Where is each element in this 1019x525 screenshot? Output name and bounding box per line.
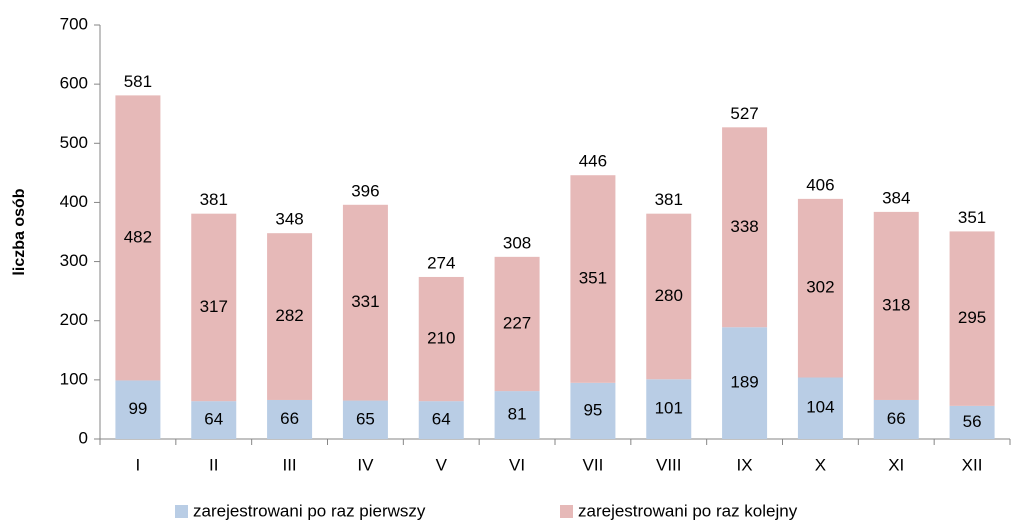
total-label: 381 <box>655 190 683 209</box>
bar-segment <box>494 256 540 392</box>
data-label: 295 <box>958 308 986 327</box>
bar-segment <box>191 213 237 402</box>
total-label: 308 <box>503 233 531 252</box>
data-label: 56 <box>963 412 982 431</box>
bar-segment <box>646 213 692 380</box>
total-label: 381 <box>200 190 228 209</box>
bar-segment <box>418 276 464 402</box>
x-tick-label: III <box>282 455 296 474</box>
bar-segment <box>191 401 237 439</box>
x-tick-label: I <box>136 455 141 474</box>
bar-segment <box>949 405 995 439</box>
bar-segment <box>115 95 161 381</box>
x-tick-label: X <box>815 455 826 474</box>
bar-segment <box>570 382 616 439</box>
total-label: 527 <box>730 104 758 123</box>
bar-segment <box>722 327 768 439</box>
data-label: 302 <box>806 278 834 297</box>
y-tick-label: 300 <box>60 251 88 270</box>
data-label: 81 <box>508 405 527 424</box>
data-label: 317 <box>200 297 228 316</box>
data-label: 99 <box>128 399 147 418</box>
total-label: 351 <box>958 208 986 227</box>
data-label: 64 <box>432 410 451 429</box>
data-label: 66 <box>887 409 906 428</box>
data-label: 189 <box>730 373 758 392</box>
bar-segment <box>873 399 919 439</box>
legend-label: zarejestrowani po raz kolejny <box>578 501 798 520</box>
bar-segment <box>797 377 843 439</box>
bar-segment <box>494 391 540 439</box>
x-tick-label: IV <box>357 455 374 474</box>
bar-segment <box>267 399 313 439</box>
data-label: 318 <box>882 295 910 314</box>
total-label: 348 <box>275 210 303 229</box>
data-label: 331 <box>351 292 379 311</box>
total-label: 384 <box>882 188 910 207</box>
x-tick-label: II <box>209 455 218 474</box>
bar-segment <box>949 231 995 406</box>
y-axis-label: liczba osób <box>11 188 28 275</box>
x-tick-label: IX <box>737 455 753 474</box>
x-tick-label: VII <box>583 455 604 474</box>
total-label: 446 <box>579 152 607 171</box>
data-label: 101 <box>655 399 683 418</box>
bar-segment <box>570 175 616 383</box>
x-tick-label: VIII <box>656 455 682 474</box>
x-tick-label: VI <box>509 455 525 474</box>
y-tick-label: 400 <box>60 192 88 211</box>
bar-segment <box>722 127 768 328</box>
bar-segment <box>797 198 843 378</box>
data-label: 280 <box>655 286 683 305</box>
total-label: 396 <box>351 181 379 200</box>
y-tick-label: 600 <box>60 74 88 93</box>
data-label: 66 <box>280 409 299 428</box>
bar-segment <box>646 379 692 439</box>
bar-segment <box>115 380 161 439</box>
data-label: 338 <box>730 217 758 236</box>
legend-swatch <box>175 505 188 518</box>
y-tick-label: 500 <box>60 133 88 152</box>
y-tick-label: 0 <box>79 428 88 447</box>
data-label: 210 <box>427 329 455 348</box>
bar-segment <box>418 401 464 439</box>
data-label: 282 <box>275 306 303 325</box>
y-tick-label: 700 <box>60 14 88 33</box>
y-tick-label: 200 <box>60 310 88 329</box>
data-label: 64 <box>204 410 223 429</box>
total-label: 406 <box>806 175 834 194</box>
data-label: 351 <box>579 269 607 288</box>
data-label: 227 <box>503 313 531 332</box>
data-label: 104 <box>806 398 834 417</box>
data-label: 65 <box>356 409 375 428</box>
data-label: 482 <box>124 227 152 246</box>
bar-segment <box>342 204 388 401</box>
total-label: 581 <box>124 72 152 91</box>
x-tick-label: V <box>436 455 448 474</box>
bar-segment <box>267 233 313 400</box>
bar-segment <box>342 400 388 439</box>
total-label: 274 <box>427 253 455 272</box>
bar-segment <box>873 211 919 400</box>
x-tick-label: XI <box>888 455 904 474</box>
data-label: 95 <box>583 400 602 419</box>
legend-label: zarejestrowani po raz pierwszy <box>193 501 426 520</box>
y-tick-label: 100 <box>60 369 88 388</box>
legend-swatch <box>560 505 573 518</box>
x-tick-label: XII <box>962 455 983 474</box>
